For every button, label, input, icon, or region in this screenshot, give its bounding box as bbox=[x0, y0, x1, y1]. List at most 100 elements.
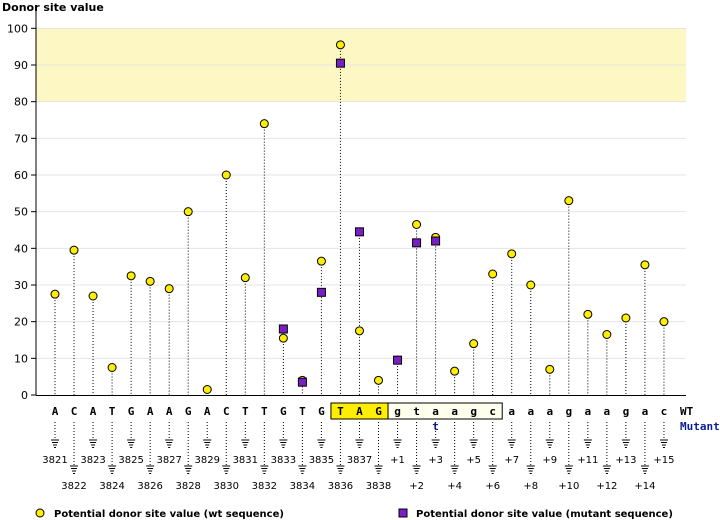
base-letter: c bbox=[489, 405, 496, 418]
position-label: +11 bbox=[577, 455, 598, 466]
wt-point bbox=[488, 269, 498, 279]
mutant-point bbox=[316, 287, 326, 297]
base-letter: a bbox=[585, 405, 592, 418]
mutant-row-label: Mutant bbox=[680, 420, 720, 433]
position-label: 3829 bbox=[195, 455, 220, 466]
base-letter: G bbox=[185, 405, 192, 418]
mutant-base-letter: t bbox=[432, 420, 439, 433]
y-tick-label: 80 bbox=[14, 96, 28, 109]
position-label: +13 bbox=[615, 455, 636, 466]
y-tick-label: 60 bbox=[14, 169, 28, 182]
y-tick-label: 20 bbox=[14, 316, 28, 329]
position-label: 3838 bbox=[366, 481, 391, 492]
wt-point bbox=[507, 249, 517, 259]
base-letter: A bbox=[356, 405, 363, 418]
position-label: 3836 bbox=[328, 481, 353, 492]
position-label: 3824 bbox=[99, 481, 124, 492]
wt-point bbox=[374, 375, 384, 385]
base-letter: t bbox=[413, 405, 420, 418]
wt-point bbox=[221, 170, 231, 180]
wt-point bbox=[469, 339, 479, 349]
wt-point bbox=[602, 330, 612, 339]
mutant-point bbox=[278, 324, 288, 334]
wt-point bbox=[259, 119, 269, 129]
mutant-point bbox=[393, 355, 403, 365]
axes-layer: 0 10 20 30 40 50 60 70 80 90 100 Donor site value bbox=[2, 1, 686, 402]
wt-point bbox=[240, 273, 250, 283]
wt-point bbox=[88, 291, 98, 301]
base-letter: C bbox=[71, 405, 78, 418]
base-letter: T bbox=[242, 405, 249, 418]
mutant-point bbox=[297, 377, 307, 387]
y-tick-label: 0 bbox=[21, 389, 28, 402]
position-label: 3837 bbox=[347, 455, 372, 466]
position-label: +1 bbox=[390, 455, 405, 466]
base-letter: C bbox=[223, 405, 230, 418]
position-label: 3827 bbox=[156, 455, 181, 466]
position-label: 3828 bbox=[175, 481, 200, 492]
position-label: 3832 bbox=[252, 481, 277, 492]
legend-mutant-marker bbox=[398, 508, 408, 518]
sequence-row: A 3821 C 3822 A 3823 T 3824 G 3825 A 3826 A 3827 G 3828… bbox=[42, 402, 720, 492]
mutant-point bbox=[431, 236, 441, 246]
position-label: +3 bbox=[428, 455, 443, 466]
wt-point bbox=[640, 260, 650, 270]
wt-point bbox=[126, 271, 136, 281]
base-letter: A bbox=[204, 405, 211, 418]
base-letter: G bbox=[280, 405, 287, 418]
y-tick-label: 10 bbox=[14, 352, 28, 365]
wt-point bbox=[278, 333, 288, 343]
position-label: 3833 bbox=[271, 455, 296, 466]
legend-wt-label: Potential donor site value (wt sequence) bbox=[54, 509, 284, 520]
legend-mutant-label: Potential donor site value (mutant seque… bbox=[416, 509, 673, 520]
position-label: 3835 bbox=[309, 455, 334, 466]
position-label: 3825 bbox=[118, 455, 143, 466]
base-letter: c bbox=[661, 405, 668, 418]
position-label: 3826 bbox=[137, 481, 162, 492]
wt-point bbox=[354, 326, 364, 336]
base-letter: g bbox=[394, 405, 401, 418]
wt-point bbox=[164, 284, 174, 294]
mutant-point bbox=[412, 238, 422, 248]
marks-layer bbox=[50, 40, 669, 394]
position-label: 3834 bbox=[290, 481, 315, 492]
base-letter: a bbox=[604, 405, 611, 418]
wt-point bbox=[145, 276, 155, 286]
position-label: +7 bbox=[504, 455, 519, 466]
position-label: +2 bbox=[409, 481, 424, 492]
y-tick-label: 30 bbox=[14, 279, 28, 292]
position-label: +14 bbox=[634, 481, 655, 492]
position-label: +12 bbox=[596, 481, 617, 492]
y-axis-title: Donor site value bbox=[2, 1, 104, 14]
base-letter: A bbox=[90, 405, 97, 418]
wt-point bbox=[583, 309, 593, 319]
wt-point bbox=[202, 385, 212, 394]
wt-point bbox=[659, 317, 669, 327]
base-letter: G bbox=[128, 405, 135, 418]
position-label: +8 bbox=[523, 481, 538, 492]
wt-point bbox=[412, 220, 422, 229]
wt-point bbox=[526, 280, 536, 290]
base-letter: g bbox=[623, 405, 630, 418]
position-label: 3830 bbox=[214, 481, 239, 492]
base-letter: g bbox=[565, 405, 572, 418]
y-tick-label: 40 bbox=[14, 242, 28, 255]
base-letter: A bbox=[52, 405, 59, 418]
position-label: +15 bbox=[653, 455, 674, 466]
wt-row-label: WT bbox=[680, 405, 694, 418]
base-letter: T bbox=[337, 405, 344, 418]
intron-box bbox=[387, 402, 503, 420]
wt-point bbox=[545, 364, 555, 374]
position-label: +9 bbox=[542, 455, 557, 466]
base-letter: A bbox=[147, 405, 154, 418]
base-letter: a bbox=[527, 405, 534, 418]
base-letter: T bbox=[299, 405, 306, 418]
position-label: +6 bbox=[485, 481, 500, 492]
position-label: 3821 bbox=[42, 455, 67, 466]
base-letter: a bbox=[546, 405, 553, 418]
legend: Potential donor site value (wt sequence)… bbox=[35, 508, 673, 520]
base-letter: G bbox=[375, 405, 382, 418]
wt-point bbox=[107, 363, 117, 372]
base-letter: a bbox=[508, 405, 515, 418]
